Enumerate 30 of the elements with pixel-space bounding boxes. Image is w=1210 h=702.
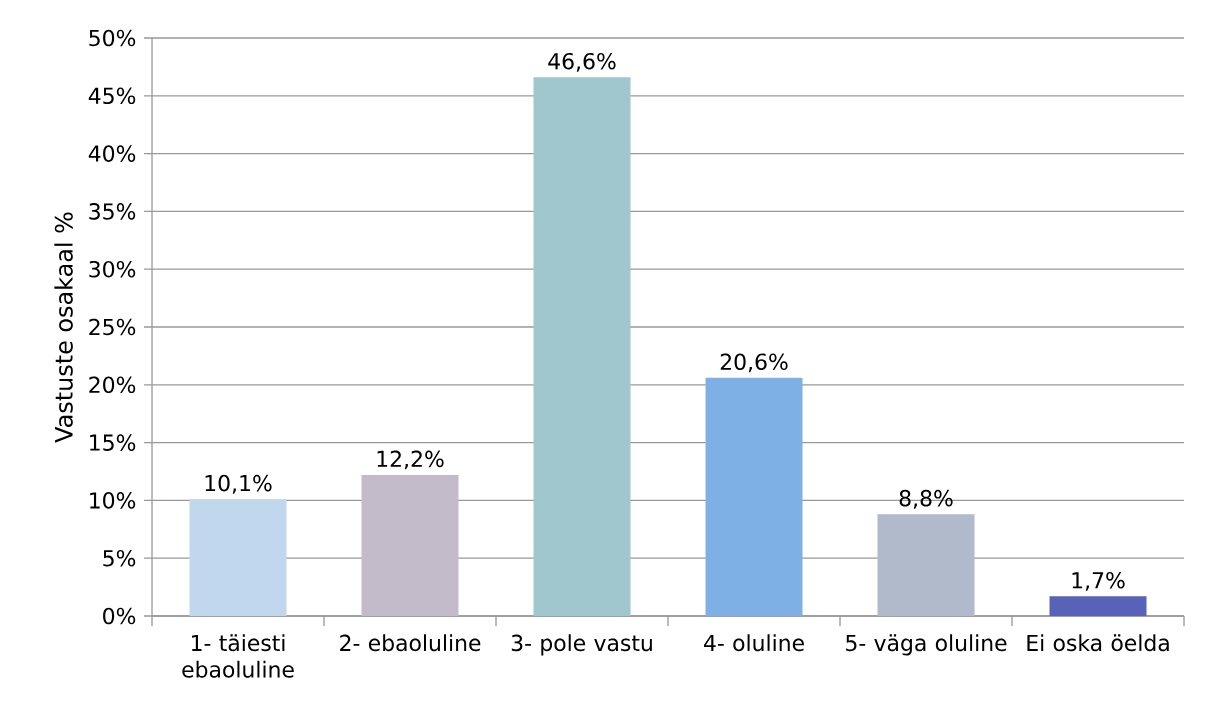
y-tick-label: 15% bbox=[90, 434, 136, 451]
y-tick-label: 25% bbox=[89, 318, 136, 336]
bar bbox=[1049, 596, 1147, 616]
bar bbox=[705, 377, 803, 616]
bar bbox=[877, 514, 975, 616]
x-tick-label: 5- väga oluline bbox=[846, 634, 1007, 656]
data-label: 46,6% bbox=[548, 52, 616, 72]
data-label: 1,7% bbox=[1072, 571, 1125, 591]
x-tick-label: 2- ebaoluline bbox=[340, 634, 481, 652]
data-label: 20,6% bbox=[720, 353, 788, 373]
x-tick-label: 1- täiesti ebaoluline bbox=[182, 634, 294, 678]
y-tick-label: 45% bbox=[88, 87, 136, 105]
x-tick-label: 4- oluline bbox=[704, 634, 804, 652]
y-tick-label: 30% bbox=[89, 260, 136, 278]
bar bbox=[533, 77, 631, 616]
y-tick-label: 50% bbox=[89, 29, 136, 47]
x-tick-label: 3- pole vastu bbox=[511, 634, 652, 656]
y-tick-label: 5% bbox=[103, 549, 136, 567]
y-tick-label: 40% bbox=[88, 145, 136, 162]
data-label: 12,2% bbox=[377, 450, 444, 470]
bar bbox=[189, 499, 287, 616]
y-tick-label: 35% bbox=[89, 203, 136, 220]
y-axis-title: Vastuste osakaal % bbox=[54, 212, 73, 443]
y-tick-label: 20% bbox=[89, 376, 136, 394]
x-tick-label: Ei oska öelda bbox=[1027, 634, 1169, 652]
data-label: 10,1% bbox=[205, 474, 272, 494]
data-label: 8,8% bbox=[899, 489, 953, 509]
bar bbox=[361, 474, 459, 616]
y-tick-label: 10% bbox=[90, 492, 136, 509]
y-tick-label: 0% bbox=[103, 607, 136, 625]
